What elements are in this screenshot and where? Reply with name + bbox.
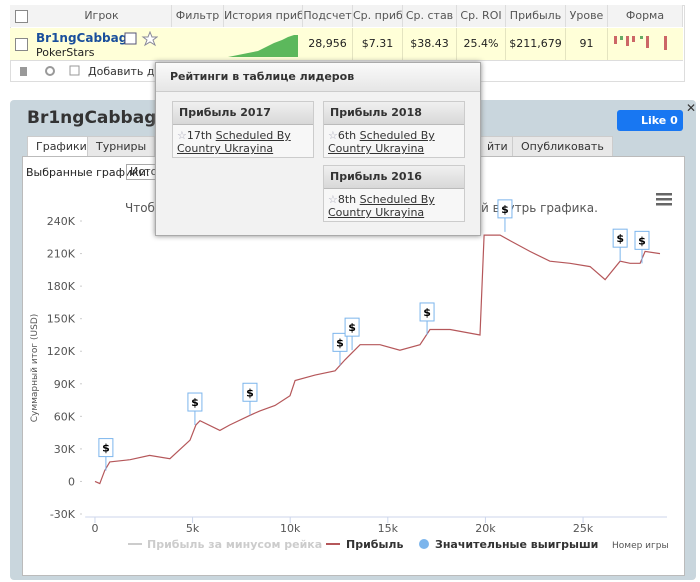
- big-win-label: $: [102, 442, 110, 455]
- y-tick-label: -30K: [50, 508, 76, 521]
- cell: $7.31: [353, 28, 403, 60]
- big-win-label: $: [501, 203, 509, 216]
- y-axis-label: Суммарный итог (USD): [30, 314, 40, 423]
- checkbox[interactable]: [15, 38, 28, 51]
- big-win-label: $: [423, 306, 431, 319]
- y-tick-label: 90K: [54, 378, 76, 391]
- toolbar-add[interactable]: Добавить дру: [88, 65, 168, 78]
- big-win: [612, 228, 628, 248]
- x-tick-label: 25k: [573, 522, 594, 535]
- x-axis-label: Номер игры: [612, 541, 669, 551]
- big-win-label: $: [336, 336, 344, 349]
- cell: 28,956: [303, 28, 353, 60]
- column-header: Прибыль: [506, 5, 566, 27]
- tab[interactable]: Опубликовать: [512, 136, 613, 156]
- like-button[interactable]: Like 0: [617, 110, 683, 131]
- star: ☆: [328, 193, 338, 206]
- row: [10, 28, 683, 61]
- rank-link[interactable]: Scheduled By Country Ukrayina: [177, 129, 291, 155]
- checkbox[interactable]: [15, 10, 28, 23]
- x-tick-label: 15k: [378, 522, 399, 535]
- big-win: [344, 317, 360, 337]
- hint: Чтоб: [125, 201, 155, 215]
- popup-title: Рейтинги в таблице лидеров: [156, 63, 480, 92]
- player-name[interactable]: Br1ngCabbage: [36, 31, 136, 45]
- big-win: [497, 199, 513, 219]
- big-win: [332, 332, 348, 352]
- panel-title: Br1ngCabbage (: [27, 108, 182, 128]
- x-tick-label: 20k: [475, 522, 496, 535]
- toolbar-icons[interactable]: [18, 64, 88, 78]
- selector-label: Выбранные графики:: [26, 166, 150, 179]
- y-tick-label: 180K: [47, 280, 76, 293]
- column-header: Ср. приб: [353, 5, 403, 27]
- x-tick-label: 10k: [280, 522, 301, 535]
- y-tick-label: 210K: [47, 248, 76, 261]
- like-label: Like: [641, 114, 667, 127]
- profit-line: [94, 234, 661, 485]
- legend-swatch: [419, 539, 429, 549]
- big-win: [242, 382, 258, 402]
- y-tick-label: 120K: [47, 345, 76, 358]
- y-tick-label: 30K: [54, 443, 76, 456]
- x-tick-label: 5k: [186, 522, 200, 535]
- big-win-label: $: [348, 321, 356, 334]
- card-body: ☆17th Scheduled By Country Ukrayina: [173, 125, 313, 159]
- y-tick-label: 150K: [47, 313, 76, 326]
- player-site: PokerStars: [36, 46, 95, 59]
- column-header: Игрок: [32, 5, 172, 27]
- column-header: Ср. став: [403, 5, 457, 27]
- star: ☆: [177, 129, 187, 142]
- column-header: Ср. ROI: [457, 5, 506, 27]
- big-win: [419, 302, 435, 322]
- like-count: 0: [670, 114, 678, 127]
- cell: 91: [566, 28, 608, 60]
- tab[interactable]: Турниры: [87, 136, 156, 156]
- star: ☆: [328, 129, 338, 142]
- close[interactable]: ✕: [686, 101, 697, 115]
- popup: Рейтинги в таблице лидеров Прибыль 2017 ☆…: [155, 62, 481, 236]
- y-tick-label: 240K: [47, 215, 76, 228]
- column-header: История приб: [224, 5, 303, 27]
- rank: 17th: [186, 129, 213, 142]
- card-title: Прибыль 2017: [173, 102, 313, 125]
- icons[interactable]: [124, 31, 158, 47]
- history-sparkline: [228, 35, 298, 57]
- big-win-label: $: [246, 386, 254, 399]
- card-title: Прибыль 2016: [324, 166, 464, 189]
- y-tick-label: 0: [68, 475, 75, 488]
- big-win: [634, 230, 650, 250]
- card-body: ☆8th Scheduled By Country Ukrayina: [324, 189, 464, 223]
- y-tick-label: 60K: [54, 410, 76, 423]
- big-win-label: $: [191, 396, 199, 409]
- rank-link[interactable]: Scheduled By Country Ukrayina: [328, 193, 435, 219]
- card-body: ☆6th Scheduled By Country Ukrayina: [324, 125, 464, 159]
- card-title: Прибыль 2018: [324, 102, 464, 125]
- rating-card: Прибыль 2016 ☆8th Scheduled By Country Uk…: [323, 165, 465, 222]
- cell: $38.43: [403, 28, 457, 60]
- big-win-label: $: [616, 232, 624, 245]
- rank: 8th: [337, 193, 357, 206]
- legend-label: Прибыль: [346, 538, 403, 551]
- rank: 6th: [337, 129, 357, 142]
- legend-label: Значительные выигрыши: [435, 538, 598, 551]
- menu-icon[interactable]: [656, 193, 672, 206]
- column-header: Подсчет: [303, 5, 353, 27]
- rating-card: Прибыль 2017 ☆17th Scheduled By Country U…: [172, 101, 314, 158]
- x-tick-label: 0: [91, 522, 98, 535]
- legend-label: Прибыль за минусом рейка: [147, 538, 322, 551]
- column-header: Урове: [566, 5, 608, 27]
- rating-card: Прибыль 2018 ☆6th Scheduled By Country Uk…: [323, 101, 465, 158]
- column-header: Фильтр: [172, 5, 224, 27]
- big-win-label: $: [638, 234, 646, 247]
- cell: 25.4%: [457, 28, 506, 60]
- form-bars: [614, 36, 667, 50]
- column-header: Форма: [608, 5, 683, 27]
- big-win: [187, 392, 203, 412]
- rank-link[interactable]: Scheduled By Country Ukrayina: [328, 129, 435, 155]
- cell: $211,679: [506, 28, 566, 60]
- big-win: [98, 438, 114, 458]
